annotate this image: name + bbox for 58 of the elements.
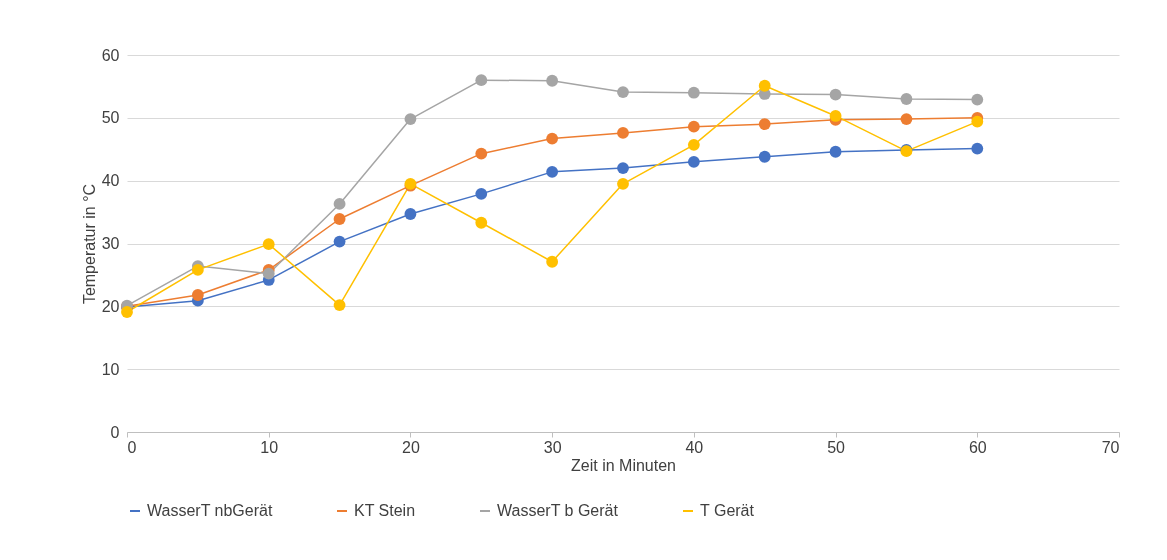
point xyxy=(617,162,629,174)
point xyxy=(971,115,984,128)
x-axis-title: Zeit in Minuten xyxy=(571,456,676,474)
x-tick-label: 50 xyxy=(827,438,846,456)
point xyxy=(121,306,133,318)
y-axis-title: Temperatur in °C xyxy=(80,183,98,305)
y-tick-label: 0 xyxy=(110,423,120,441)
point xyxy=(687,138,700,151)
point xyxy=(546,165,559,178)
legend-label: WasserT nbGerät xyxy=(147,502,273,519)
point xyxy=(404,208,417,220)
point xyxy=(687,155,700,168)
legend-label: T Gerät xyxy=(700,502,755,519)
point xyxy=(617,127,629,139)
point xyxy=(475,216,488,229)
point xyxy=(546,74,559,87)
point xyxy=(475,187,488,200)
point xyxy=(758,150,771,163)
point xyxy=(687,86,700,99)
y-tick-label: 20 xyxy=(101,297,120,315)
point xyxy=(262,238,275,251)
point xyxy=(546,132,559,145)
point xyxy=(475,147,488,160)
legend-label: WasserT b Gerät xyxy=(497,502,619,519)
legend-label: KT Stein xyxy=(354,502,416,519)
point xyxy=(475,74,488,87)
point xyxy=(333,213,346,225)
x-tick-label: 70 xyxy=(1101,438,1120,456)
point xyxy=(900,93,913,105)
point xyxy=(191,289,204,301)
point xyxy=(687,120,700,133)
point xyxy=(404,113,417,125)
point xyxy=(829,110,842,122)
point xyxy=(546,255,559,268)
x-tick-label: 40 xyxy=(685,438,704,456)
point xyxy=(617,177,629,190)
point xyxy=(829,145,842,158)
point xyxy=(333,198,346,210)
point xyxy=(900,113,913,125)
y-tick-label: 50 xyxy=(101,109,120,127)
point xyxy=(971,142,984,155)
y-tick-label: 60 xyxy=(101,46,120,64)
point xyxy=(333,299,346,311)
point xyxy=(971,93,984,106)
y-tick-label: 10 xyxy=(101,360,120,378)
point xyxy=(333,235,346,248)
x-tick-label: 0 xyxy=(127,438,137,456)
y-tick-label: 40 xyxy=(101,172,120,190)
point xyxy=(829,88,842,101)
point xyxy=(758,79,771,92)
point xyxy=(758,118,771,131)
y-tick-label: 30 xyxy=(101,235,120,252)
x-tick-label: 10 xyxy=(260,438,279,456)
x-tick-label: 30 xyxy=(543,438,562,456)
x-tick-label: 20 xyxy=(402,438,420,456)
point xyxy=(617,86,629,98)
point xyxy=(262,267,275,280)
x-tick-label: 60 xyxy=(968,438,987,456)
